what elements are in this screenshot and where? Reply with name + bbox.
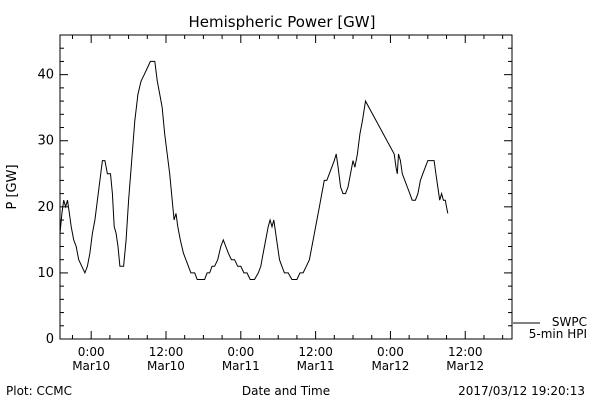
footer-plot-credit: Plot: CCMC (6, 384, 72, 398)
footer-timestamp: 2017/03/12 19:20:13 (458, 384, 585, 398)
y-tick-label: 20 (37, 200, 54, 215)
x-tick-label-date: Mar10 (72, 359, 110, 373)
y-tick-label: 40 (37, 68, 54, 83)
x-tick-label-date: Mar12 (371, 359, 409, 373)
legend-label-line1: SWPC (552, 315, 587, 329)
x-tick-label-time: 12:00 (298, 345, 333, 359)
legend-label-line2: 5-min HPI (529, 327, 587, 341)
x-axis-ticks: 0:00Mar1012:00Mar100:00Mar1112:00Mar110:… (71, 35, 504, 373)
y-axis-label: P [GW] (5, 164, 20, 209)
x-axis-label: Date and Time (242, 384, 330, 398)
x-tick-label-time: 12:00 (448, 345, 483, 359)
x-tick-label-time: 12:00 (149, 345, 184, 359)
x-tick-label-time: 0:00 (227, 345, 254, 359)
plot-area-frame (59, 34, 513, 340)
hpi-series-line (59, 60, 449, 280)
chart-title: Hemispheric Power [GW] (189, 13, 376, 31)
y-tick-label: 0 (46, 332, 54, 347)
x-tick-label-date: Mar11 (297, 359, 335, 373)
x-tick-label-time: 0:00 (377, 345, 404, 359)
x-tick-label-time: 0:00 (78, 345, 105, 359)
y-tick-label: 10 (37, 266, 54, 281)
x-tick-label-date: Mar11 (222, 359, 260, 373)
x-tick-label-date: Mar12 (446, 359, 484, 373)
y-tick-label: 30 (37, 134, 54, 149)
y-axis-ticks: 0 10 20 30 40 (37, 34, 512, 347)
x-tick-label-date: Mar10 (147, 359, 185, 373)
